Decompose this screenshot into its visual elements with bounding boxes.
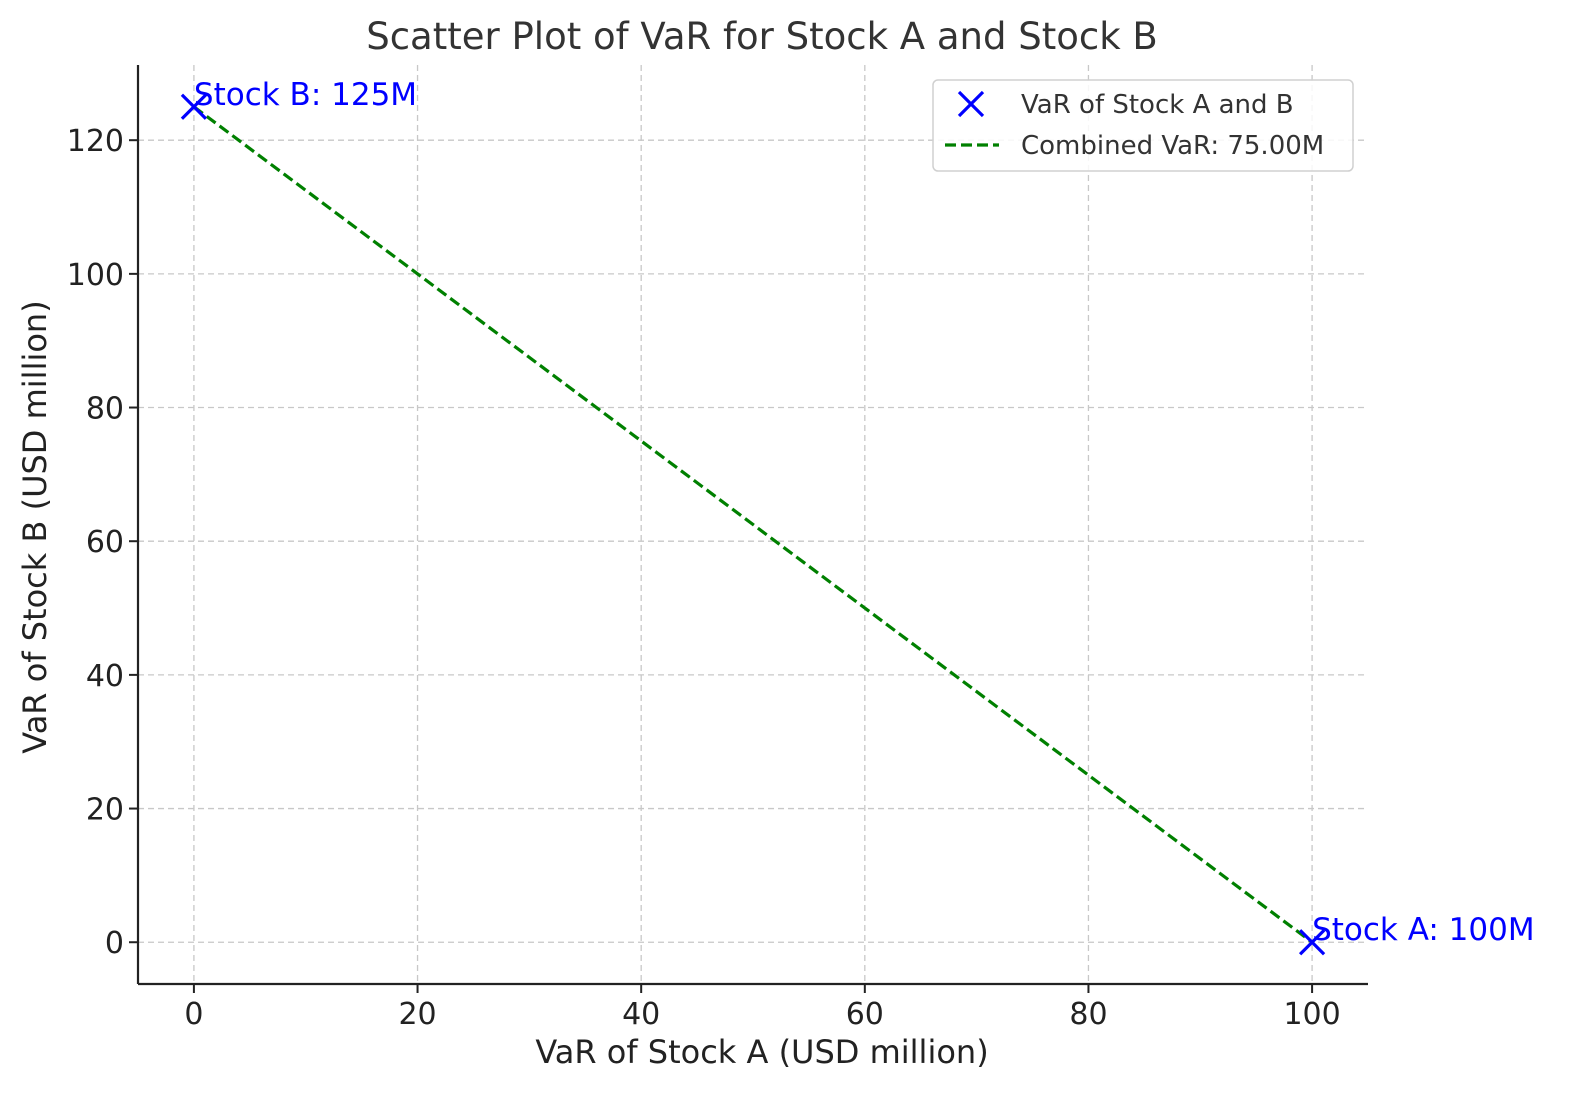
data-annotation: Stock A: 100M — [1312, 912, 1535, 948]
x-axis-label: VaR of Stock A (USD million) — [535, 1033, 988, 1071]
legend-entry-label: VaR of Stock A and B — [1021, 90, 1294, 120]
y-tick-label: 80 — [86, 392, 124, 427]
y-tick-label: 60 — [86, 525, 124, 560]
combined-var-line — [192, 105, 1314, 944]
x-tick-label: 80 — [1069, 997, 1107, 1032]
legend-entry-label: Combined VaR: 75.00M — [1021, 131, 1324, 161]
scatter-point-x-marker — [1298, 929, 1326, 956]
x-tick-label: 100 — [1283, 997, 1340, 1032]
legend: VaR of Stock A and B Combined VaR: 75.00M — [932, 79, 1354, 172]
axes-spines — [136, 65, 1368, 986]
x-tick-label: 0 — [184, 997, 203, 1032]
legend-box — [932, 79, 1354, 172]
tick-layer: 0 20 40 60 80 100 0 20 40 60 80 100 120 — [67, 124, 1341, 1032]
data-layer — [180, 93, 1326, 956]
x-tick-label: 40 — [622, 997, 660, 1032]
annotation-layer: Stock A: 100M Stock B: 125M — [194, 77, 1535, 948]
marker-stroke — [957, 90, 985, 118]
marker-stroke — [1298, 929, 1326, 956]
y-tick-label: 100 — [67, 258, 124, 293]
x-tick-label: 60 — [846, 997, 884, 1032]
scatter-point-x-marker — [180, 93, 208, 120]
y-tick-label: 0 — [105, 926, 124, 961]
grid-layer — [138, 65, 1368, 984]
y-tick-label: 40 — [86, 659, 124, 694]
marker-stroke — [180, 93, 208, 120]
x-tick-label: 20 — [398, 997, 436, 1032]
y-tick-label: 120 — [67, 124, 124, 159]
chart-title: Scatter Plot of VaR for Stock A and Stoc… — [366, 15, 1158, 58]
legend-x-marker — [957, 90, 985, 118]
y-tick-label: 20 — [86, 793, 124, 828]
y-axis-label: VaR of Stock B (USD million) — [16, 300, 54, 753]
data-annotation: Stock B: 125M — [194, 77, 417, 113]
